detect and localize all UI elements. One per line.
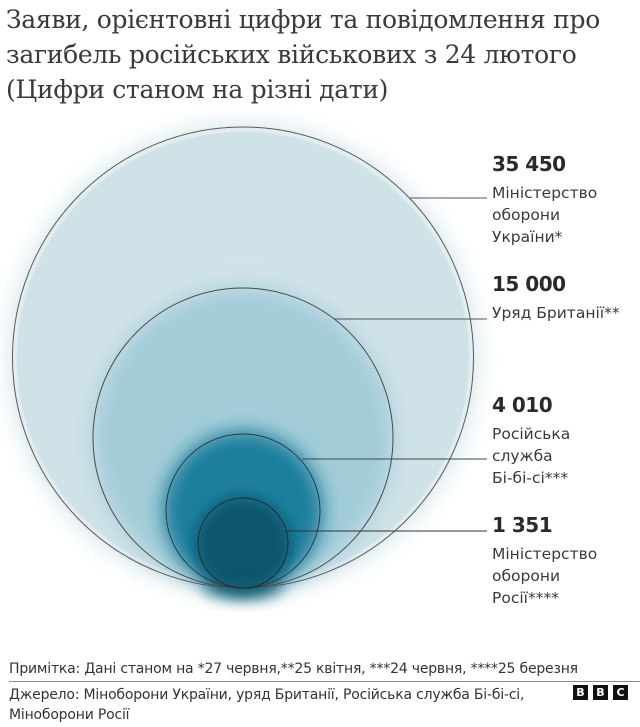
logo-letter: B: [593, 685, 608, 700]
label-value: 15 000: [492, 272, 566, 296]
label-desc: Міністерство оборони Росії****: [492, 545, 598, 607]
label-russia-mod: 1 351 Міністерство оборони Росії****: [492, 513, 597, 609]
label-bbc-russian: 4 010 Російська служба Бі-бі-сі***: [492, 393, 570, 489]
label-ukraine-mod: 35 450 Міністерство оборони України*: [492, 152, 597, 248]
footer-divider: [9, 681, 640, 682]
logo-letter: B: [573, 685, 588, 700]
label-desc: Уряд Британії**: [492, 304, 620, 322]
label-desc: Міністерство оборони України*: [492, 184, 598, 246]
logo-letter: C: [613, 685, 628, 700]
label-desc: Російська служба Бі-бі-сі***: [492, 425, 571, 487]
bbc-logo: B B C: [573, 685, 628, 700]
footnote: Примітка: Дані станом на *27 червня,**25…: [9, 661, 578, 677]
label-value: 4 010: [492, 393, 553, 417]
glow-circle-4: [195, 497, 291, 593]
bubble-chart: [11, 126, 487, 600]
chart-title: Заяви, орієнтовні цифри та повідомлення …: [6, 5, 600, 104]
label-uk-government: 15 000 Уряд Британії**: [492, 272, 620, 324]
label-value: 1 351: [492, 513, 553, 537]
circle-outline-1351: [197, 497, 289, 589]
label-value: 35 450: [492, 152, 566, 176]
source-text: Джерело: Міноборони України, уряд Британ…: [9, 687, 525, 723]
